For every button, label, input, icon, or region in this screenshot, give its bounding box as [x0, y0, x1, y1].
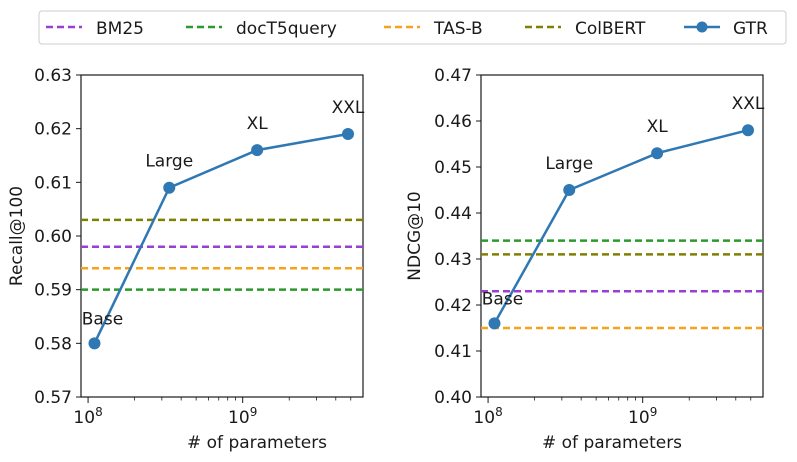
point-recall-0	[88, 337, 101, 350]
legend-label-1: docT5query	[236, 19, 337, 39]
x-tick-label-recall-0: 108	[73, 405, 102, 428]
chart-ndcg: # of parameters NDCG@10 0.40 0.41 0.42 0.43…	[405, 66, 765, 453]
point-label-ndcg-3: XXL	[732, 94, 765, 114]
ticks-recall: 0.57 0.58 0.59 0.60 0.61 0.62 0.63 108 109	[34, 66, 352, 428]
chart-recall: # of parameters Recall@100 0.570.580.590…	[7, 66, 365, 453]
x-axis-label-recall: # of parameters	[187, 433, 327, 453]
legend-label-4: GTR	[733, 19, 768, 39]
series-line-recall-0	[93, 132, 349, 344]
point-label-ndcg-0: Base	[482, 289, 523, 309]
y-tick-label-recall-2: 0.59	[34, 281, 72, 301]
y-axis-label-recall: Recall@100	[7, 186, 27, 286]
y-axis-label-ndcg: NDCG@10	[405, 191, 425, 280]
legend-entry-2: TAS-B	[384, 19, 483, 39]
point-recall-1	[163, 181, 176, 194]
series-line-ndcg-0	[493, 128, 749, 325]
y-tick-label-recall-0: 0.57	[34, 388, 72, 408]
legend: BM25 docT5query TAS-B ColBERT GTR	[38, 10, 787, 45]
point-recall-2	[251, 144, 264, 157]
point-label-recall-2: XL	[247, 114, 269, 134]
y-tick-label-ndcg-4: 0.44	[434, 204, 472, 224]
baselines-recall	[81, 218, 363, 291]
y-tick-label-recall-6: 0.63	[34, 66, 72, 86]
point-label-ndcg-1: Large	[545, 154, 593, 174]
legend-entry-4: GTR	[684, 19, 768, 39]
plot-frame-ndcg	[480, 74, 764, 398]
y-tick-label-ndcg-7: 0.47	[434, 66, 472, 86]
y-tick-label-ndcg-1: 0.41	[434, 342, 472, 362]
legend-entry-3: ColBERT	[525, 19, 646, 39]
y-tick-label-ndcg-3: 0.43	[434, 250, 472, 270]
point-label-ndcg-2: XL	[647, 117, 669, 137]
ticks-ndcg: 0.40 0.41 0.42 0.43 0.44 0.45 0.46 0.47 108 109	[434, 66, 752, 428]
x-axis-label-ndcg: # of parameters	[542, 433, 682, 453]
point-recall-3	[342, 128, 355, 141]
point-ndcg-1	[563, 184, 576, 196]
x-tick-label-recall-1: 109	[228, 405, 257, 428]
y-tick-label-recall-5: 0.62	[34, 120, 72, 140]
legend-entry-0: BM25	[46, 19, 144, 39]
y-tick-label-ndcg-0: 0.40	[434, 388, 472, 408]
y-tick-label-recall-1: 0.58	[34, 334, 72, 354]
series-ndcg: Base Large XL XXL	[482, 94, 765, 330]
point-ndcg-3	[742, 124, 755, 137]
point-label-recall-3: XXL	[332, 98, 365, 118]
series-recall: Base Large XL XXL	[82, 98, 365, 350]
y-tick-label-ndcg-6: 0.46	[434, 112, 472, 132]
baselines-ndcg	[481, 239, 763, 330]
point-ndcg-0	[488, 317, 501, 330]
y-tick-label-recall-4: 0.61	[34, 173, 72, 193]
x-tick-label-ndcg-0: 108	[473, 405, 502, 428]
y-tick-label-ndcg-5: 0.45	[434, 158, 472, 178]
y-tick-label-recall-3: 0.60	[34, 227, 72, 247]
y-tick-label-ndcg-2: 0.42	[434, 296, 472, 316]
point-label-recall-1: Large	[145, 152, 193, 172]
legend-marker-4	[696, 21, 708, 33]
x-tick-label-ndcg-1: 109	[628, 405, 657, 428]
legend-label-2: TAS-B	[433, 19, 483, 39]
point-label-recall-0: Base	[82, 309, 123, 329]
point-ndcg-2	[651, 147, 664, 160]
legend-label-3: ColBERT	[575, 19, 646, 39]
legend-entry-1: docT5query	[186, 19, 337, 39]
legend-label-0: BM25	[96, 19, 144, 39]
plot-frame-recall	[80, 74, 364, 398]
